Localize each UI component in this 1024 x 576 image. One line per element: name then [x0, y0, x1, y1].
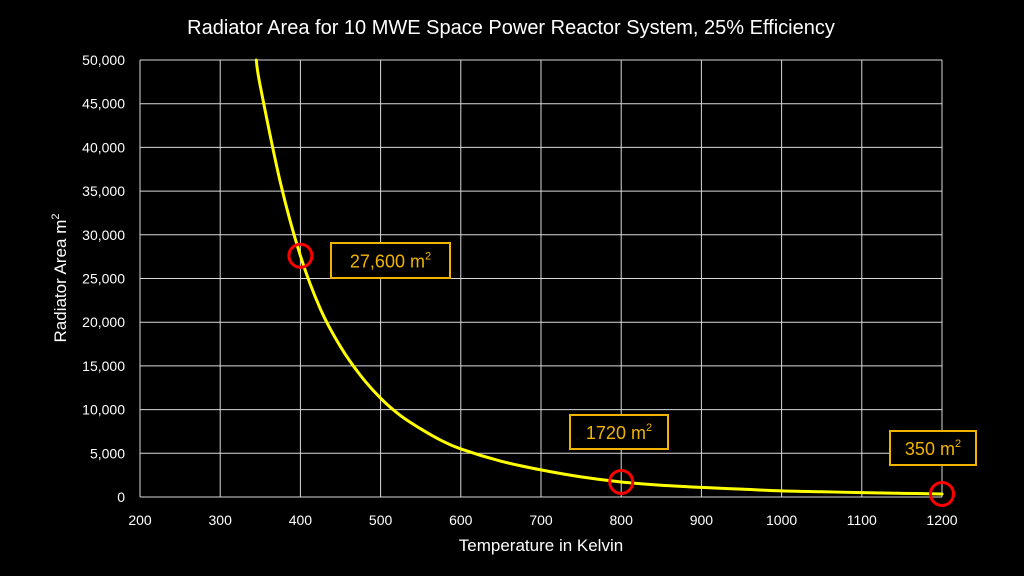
callout-value: 27,600 m — [350, 252, 425, 272]
x-tick-label: 900 — [690, 512, 714, 528]
series-line — [254, 58, 944, 496]
y-tick-labels: 0 5,000 10,000 15,000 20,000 25,000 30,000 35,0… — [82, 52, 125, 505]
x-tick-label: 300 — [209, 512, 233, 528]
x-tick-labels: 200 300 400 500 600 700 800 900 1000 1100 1200 — [128, 512, 957, 528]
y-tick-label: 40,000 — [82, 139, 125, 155]
y-tick-label: 45,000 — [82, 96, 125, 112]
y-tick-label: 30,000 — [82, 227, 125, 243]
x-tick-label: 600 — [449, 512, 473, 528]
x-tick-label: 1200 — [926, 512, 957, 528]
callout-value: 350 m — [905, 439, 955, 459]
y-tick-label: 10,000 — [82, 402, 125, 418]
callout-unit-sup: 2 — [425, 251, 431, 263]
point-marker — [608, 468, 635, 495]
y-tick-label: 0 — [117, 489, 125, 505]
point-marker — [929, 480, 955, 507]
y-axis-title-text: Radiator Area m — [51, 220, 70, 343]
y-tick-label: 50,000 — [82, 52, 125, 68]
callout-unit-sup: 2 — [646, 422, 652, 434]
x-tick-label: 800 — [610, 512, 634, 528]
point-marker — [287, 242, 314, 269]
x-tick-label: 200 — [128, 512, 152, 528]
callout-label: 27,600 m2 — [350, 251, 431, 272]
callout-label: 350 m2 — [905, 438, 961, 459]
y-tick-label: 25,000 — [82, 271, 125, 287]
y-tick-label: 15,000 — [82, 358, 125, 374]
y-axis-title: Radiator Area m2 — [50, 214, 70, 343]
x-tick-label: 400 — [289, 512, 313, 528]
callout-box — [569, 414, 669, 450]
callout-value: 1720 m — [586, 423, 646, 443]
callout-label: 1720 m2 — [586, 422, 652, 443]
x-tick-label: 1000 — [766, 512, 797, 528]
chart-title: Radiator Area for 10 MWE Space Power Rea… — [187, 17, 835, 39]
x-tick-label: 500 — [369, 512, 393, 528]
callout-unit-sup: 2 — [955, 438, 961, 450]
x-tick-label: 1100 — [847, 512, 877, 528]
y-tick-label: 35,000 — [82, 183, 125, 199]
y-tick-label: 5,000 — [90, 445, 125, 461]
grid — [139, 59, 943, 498]
callout-box — [330, 242, 451, 279]
y-axis-title-sup: 2 — [50, 214, 62, 220]
x-axis-title: Temperature in Kelvin — [459, 536, 623, 555]
callout-box — [889, 430, 977, 466]
y-tick-label: 20,000 — [82, 314, 125, 330]
x-tick-label: 700 — [529, 512, 553, 528]
